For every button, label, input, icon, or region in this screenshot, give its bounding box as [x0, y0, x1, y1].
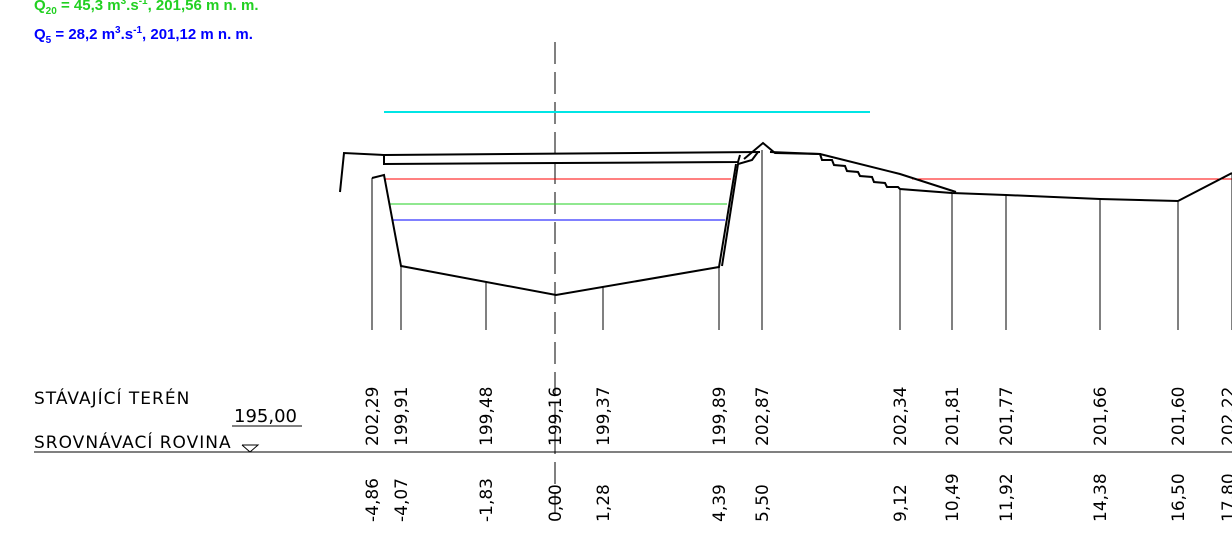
right-wall — [721, 151, 759, 267]
station-elevation: 201,81 — [943, 387, 963, 446]
station-lines — [371, 150, 1232, 330]
legend-q20: Q20 = 45,3 m3.s-1, 201,56 m n. m. — [34, 0, 259, 17]
deck-top — [383, 151, 761, 156]
station-distance: -1,83 — [477, 478, 497, 522]
datum-label: SROVNÁVACÍ ROVINA — [34, 431, 232, 453]
station-elevation: 202,22 — [1219, 387, 1232, 446]
station-distance: 10,49 — [943, 473, 963, 522]
station-distance: 11,92 — [997, 473, 1017, 522]
station-distance: -4,86 — [363, 478, 383, 522]
terrain-right — [743, 141, 1232, 203]
deck-inner — [383, 154, 741, 166]
station-elevation: 201,60 — [1169, 387, 1189, 446]
station-elevation: 202,29 — [363, 387, 383, 446]
station-elevation: 202,87 — [753, 387, 773, 446]
left-bank — [371, 163, 737, 297]
station-distance: 14,38 — [1091, 473, 1111, 522]
station-labels: 202,29 -4,86 199,91 -4,07 199,48 -1,83 199,16 0… — [363, 387, 1232, 522]
station-distance: 1,28 — [594, 484, 614, 522]
station-distance: 16,50 — [1169, 473, 1189, 522]
station-elevation: 199,37 — [594, 387, 614, 446]
datum-value: 195,00 — [234, 406, 297, 427]
station-distance: 5,50 — [753, 484, 773, 522]
station-elevation: 199,91 — [392, 387, 412, 446]
datum-marker — [241, 444, 260, 453]
station-distance: 17,80 — [1219, 473, 1232, 522]
terrain-right-upper — [769, 151, 957, 193]
station-distance: 9,12 — [891, 484, 911, 522]
station-elevation: 199,89 — [710, 387, 730, 446]
station-distance: 0,00 — [546, 484, 566, 522]
station-elevation: 201,66 — [1091, 387, 1111, 446]
terrain-label: STÁVAJÍCÍ TERÉN — [34, 387, 190, 409]
station-distance: 4,39 — [710, 484, 730, 522]
left-wall — [339, 151, 385, 193]
station-elevation: 199,16 — [546, 387, 566, 446]
station-elevation: 199,48 — [477, 387, 497, 446]
station-elevation: 201,77 — [997, 387, 1017, 446]
station-elevation: 202,34 — [891, 387, 911, 446]
legend-q5: Q5 = 28,2 m3.s-1, 201,12 m n. m. — [34, 25, 253, 46]
station-distance: -4,07 — [392, 478, 412, 522]
